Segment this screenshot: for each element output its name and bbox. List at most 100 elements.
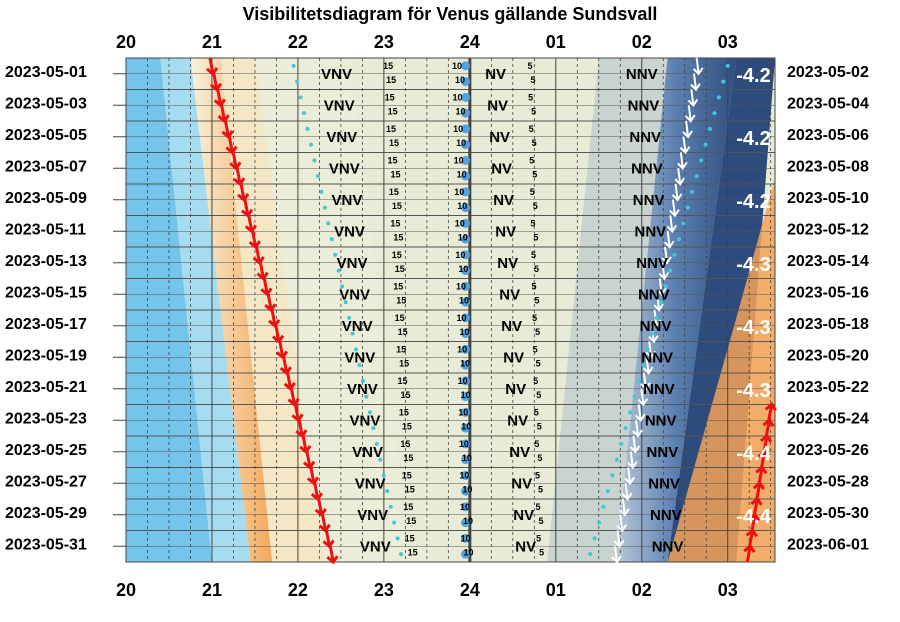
hour-label-bottom: 02 (632, 580, 652, 600)
altitude-label: 10 (456, 281, 466, 291)
venus-set-arrow (687, 89, 699, 107)
direction-label: NV (497, 255, 518, 272)
date-label-right: 2023-05-08 (787, 159, 869, 176)
venus-dot-large (461, 77, 471, 87)
altitude-label: 10 (463, 516, 473, 526)
venus-dot (601, 504, 606, 509)
venus-set-arrow (642, 357, 654, 375)
venus-dot-large (461, 344, 471, 354)
venus-dot-large (461, 250, 471, 260)
altitude-label: 15 (408, 547, 418, 557)
venus-set-arrow (653, 294, 664, 312)
venus-dot (333, 252, 338, 257)
altitude-label: 10 (459, 295, 469, 305)
altitude-label: 10 (454, 187, 464, 197)
altitude-label: 5 (532, 313, 537, 323)
venus-set-arrow (682, 120, 693, 139)
venus-dot-large (461, 376, 471, 386)
venus-dot-large (461, 407, 471, 417)
date-label-right: 2023-05-14 (787, 253, 869, 270)
plot-frame (125, 57, 776, 563)
altitude-label: 5 (537, 421, 542, 431)
date-label-right: 2023-05-24 (787, 411, 869, 428)
altitude-label: 10 (457, 344, 467, 354)
hour-label-bottom: 24 (460, 580, 480, 600)
altitude-label: 15 (388, 106, 398, 116)
altitude-label: 5 (536, 358, 541, 368)
altitude-label: 15 (383, 61, 393, 71)
venus-dot (707, 126, 712, 131)
date-label-right: 2023-06-01 (787, 537, 869, 554)
venus-dot (364, 394, 369, 399)
date-label-right: 2023-05-10 (787, 190, 869, 207)
direction-label: NV (501, 318, 522, 335)
altitude-label: 15 (389, 138, 399, 148)
venus-dot-large (461, 423, 471, 433)
altitude-label: 15 (396, 344, 406, 354)
venus-dot (650, 331, 655, 336)
altitude-label: 15 (386, 75, 396, 85)
venus-dot (614, 457, 619, 462)
direction-label: NV (485, 66, 506, 83)
direction-label: NNV (633, 192, 665, 209)
altitude-label: 10 (459, 439, 469, 449)
venus-dot (308, 142, 313, 147)
altitude-label: 5 (536, 502, 541, 512)
venus-set-arrow (634, 404, 646, 422)
venus-dot (632, 394, 637, 399)
venus-set-arrow (624, 467, 635, 485)
direction-label: NV (509, 444, 530, 461)
venus-set-arrow (621, 483, 633, 501)
direction-label: VNV (357, 507, 388, 524)
direction-label: VNV (352, 444, 383, 461)
date-label-right: 2023-05-20 (787, 348, 869, 365)
altitude-label: 10 (453, 92, 463, 102)
venus-dot-large (461, 155, 471, 165)
venus-dot (712, 111, 717, 116)
direction-label: NNV (631, 160, 663, 177)
chart-title: Visibilitetsdiagram för Venus gällande S… (243, 4, 658, 24)
venus-set-arrow (692, 57, 704, 76)
venus-dot-large (461, 455, 471, 465)
hour-label-bottom: 01 (546, 580, 566, 600)
venus-dot (336, 268, 341, 273)
chart-labels: VNV NV NNV 15 15 10 10 5 5 VNV NV NNV 15 15 10 10 5 5 VNV N… (321, 61, 771, 558)
axes: 20 20 21 21 22 22 23 23 24 24 01 01 02 02 03 03 2023-05-… (5, 32, 869, 600)
altitude-label: 15 (398, 327, 408, 337)
venus-dot (305, 126, 310, 131)
venus-dot (347, 315, 352, 320)
venus-dot (636, 378, 641, 383)
venus-dot-large (461, 218, 471, 228)
sunrise-arrow (759, 433, 773, 453)
venus-dot-large (461, 518, 471, 528)
altitude-label: 15 (386, 124, 396, 134)
direction-label: VNV (350, 412, 381, 429)
altitude-label: 15 (403, 453, 413, 463)
direction-label: VNV (339, 286, 370, 303)
direction-label: VNV (326, 129, 357, 146)
venus-dot (354, 347, 359, 352)
direction-label: NV (513, 507, 534, 524)
altitude-label: 10 (461, 533, 471, 543)
venus-dot-large (461, 329, 471, 339)
direction-label: NNV (645, 412, 677, 429)
hour-label-top: 02 (632, 32, 652, 52)
venus-set-arrow (671, 183, 683, 202)
altitude-label: 15 (395, 264, 405, 274)
hour-label-top: 20 (116, 32, 136, 52)
direction-label: VNV (331, 192, 362, 209)
direction-label: VNV (329, 160, 360, 177)
altitude-label: 5 (539, 547, 544, 557)
direction-label: NNV (635, 223, 667, 240)
date-label-right: 2023-05-02 (787, 64, 869, 81)
venus-dot-large (461, 108, 471, 118)
venus-dot (725, 63, 730, 68)
altitude-label: 10 (460, 327, 470, 337)
venus-set-arrow (645, 341, 657, 359)
venus-dot (645, 347, 650, 352)
venus-dot (350, 331, 355, 336)
venus-dot (385, 489, 390, 494)
altitude-label: 15 (387, 155, 397, 165)
date-label-right: 2023-05-18 (787, 316, 869, 333)
date-label-right: 2023-05-26 (787, 442, 869, 459)
